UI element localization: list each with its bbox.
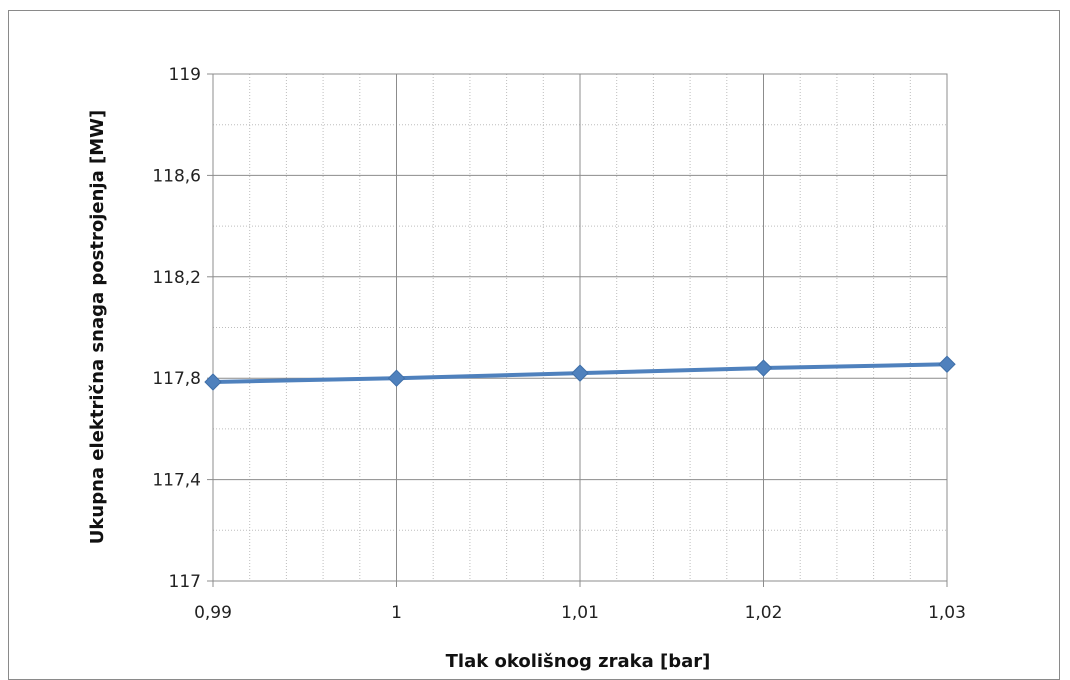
data-point-marker	[938, 355, 956, 373]
data-point-marker	[754, 359, 773, 377]
y-tick-label: 117,4	[152, 471, 201, 491]
y-tick-label: 117	[169, 572, 201, 592]
x-tick-label: 0,99	[194, 603, 232, 623]
y-tick-label: 118,6	[152, 166, 201, 186]
x-axis-title: Tlak okolišnog zraka [bar]	[446, 651, 711, 672]
major-gridlines	[212, 73, 948, 582]
y-tick-label: 117,8	[152, 369, 201, 389]
y-tick-label: 119	[169, 65, 201, 85]
plot-area-border	[207, 73, 948, 587]
chart-frame	[8, 10, 1060, 680]
x-tick-label: 1,03	[928, 603, 966, 623]
series-layer	[204, 355, 956, 391]
x-tick-label: 1,02	[745, 603, 783, 623]
y-axis-title: Ukupna električna snaga postrojenja [MW]	[87, 110, 108, 544]
y-tick-labels: 117 117,4 117,8 118,2 118,6 119	[152, 65, 201, 592]
data-point-marker	[387, 369, 406, 387]
x-tick-labels: 0,99 1 1,01 1,02 1,03	[194, 603, 966, 623]
data-point-marker	[571, 364, 589, 382]
y-tick-label: 118,2	[152, 268, 201, 288]
x-tick-label: 1	[391, 603, 402, 623]
x-tick-label: 1,01	[561, 603, 599, 623]
data-point-marker	[204, 373, 222, 391]
